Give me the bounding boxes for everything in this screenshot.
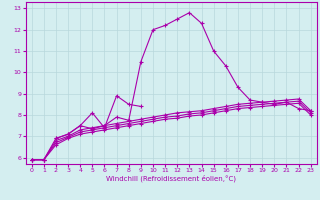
X-axis label: Windchill (Refroidissement éolien,°C): Windchill (Refroidissement éolien,°C): [106, 175, 236, 182]
